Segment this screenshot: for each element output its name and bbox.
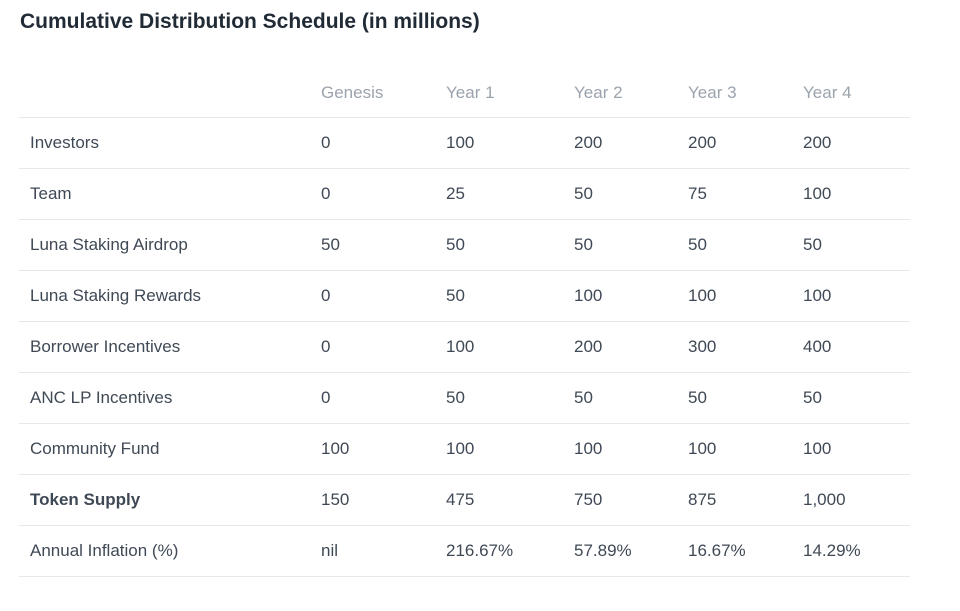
header-cell-empty — [19, 68, 321, 118]
table-cell: 100 — [688, 423, 803, 475]
table-cell: 100 — [803, 270, 910, 322]
table-cell: 875 — [688, 474, 803, 526]
table-cell: 50 — [574, 219, 688, 271]
table-row-community-fund: Community Fund 100 100 100 100 100 — [19, 423, 910, 475]
table-cell: 200 — [688, 117, 803, 169]
table-cell: 0 — [321, 168, 446, 220]
row-label: Luna Staking Rewards — [19, 270, 321, 322]
header-cell-year1: Year 1 — [446, 68, 574, 118]
table-cell: 216.67% — [446, 525, 574, 577]
table-row-luna-staking-rewards: Luna Staking Rewards 0 50 100 100 100 — [19, 270, 910, 322]
row-label: Team — [19, 168, 321, 220]
table-cell: 50 — [446, 372, 574, 424]
table-row-team: Team 0 25 50 75 100 — [19, 168, 910, 220]
header-cell-year4: Year 4 — [803, 68, 910, 118]
table-row-token-supply: Token Supply 150 475 750 875 1,000 — [19, 474, 910, 526]
table-cell: 300 — [688, 321, 803, 373]
table-cell: 50 — [574, 168, 688, 220]
table-cell: 100 — [688, 270, 803, 322]
row-label: Annual Inflation (%) — [19, 525, 321, 577]
table-cell: 150 — [321, 474, 446, 526]
table-cell: 1,000 — [803, 474, 910, 526]
page-title: Cumulative Distribution Schedule (in mil… — [20, 10, 480, 33]
table-row-anc-lp-incentives: ANC LP Incentives 0 50 50 50 50 — [19, 372, 910, 424]
table-cell: 57.89% — [574, 525, 688, 577]
distribution-table: Genesis Year 1 Year 2 Year 3 Year 4 Inve… — [19, 68, 910, 577]
table-cell: 100 — [446, 321, 574, 373]
table-cell: 100 — [446, 423, 574, 475]
table-cell: 50 — [803, 372, 910, 424]
row-label: Borrower Incentives — [19, 321, 321, 373]
row-label: Token Supply — [19, 474, 321, 526]
table-body: Investors 0 100 200 200 200 Team 0 25 50… — [19, 117, 910, 577]
table-cell: 75 — [688, 168, 803, 220]
table-cell: 200 — [574, 321, 688, 373]
table-cell: 0 — [321, 270, 446, 322]
table-row-luna-staking-airdrop: Luna Staking Airdrop 50 50 50 50 50 — [19, 219, 910, 271]
table-cell: 50 — [446, 270, 574, 322]
table-cell: 25 — [446, 168, 574, 220]
table-cell: 50 — [688, 219, 803, 271]
table-cell: 750 — [574, 474, 688, 526]
table-cell: 200 — [574, 117, 688, 169]
row-label: Community Fund — [19, 423, 321, 475]
table-cell: 16.67% — [688, 525, 803, 577]
row-label: Luna Staking Airdrop — [19, 219, 321, 271]
table-row-investors: Investors 0 100 200 200 200 — [19, 117, 910, 169]
table-cell: 100 — [803, 423, 910, 475]
table-cell: 50 — [574, 372, 688, 424]
table-row-borrower-incentives: Borrower Incentives 0 100 200 300 400 — [19, 321, 910, 373]
table-cell: 0 — [321, 372, 446, 424]
table-cell: 100 — [803, 168, 910, 220]
table-cell: 400 — [803, 321, 910, 373]
table-cell: 475 — [446, 474, 574, 526]
header-cell-year3: Year 3 — [688, 68, 803, 118]
table-cell: 50 — [321, 219, 446, 271]
table-cell: 14.29% — [803, 525, 910, 577]
table-cell: 0 — [321, 321, 446, 373]
table-cell: 0 — [321, 117, 446, 169]
table-cell: nil — [321, 525, 446, 577]
table-cell: 200 — [803, 117, 910, 169]
header-cell-year2: Year 2 — [574, 68, 688, 118]
table-cell: 100 — [321, 423, 446, 475]
table-cell: 100 — [446, 117, 574, 169]
table-row-annual-inflation: Annual Inflation (%) nil 216.67% 57.89% … — [19, 525, 910, 577]
table-cell: 100 — [574, 270, 688, 322]
table-cell: 100 — [574, 423, 688, 475]
table-cell: 50 — [688, 372, 803, 424]
header-row: Genesis Year 1 Year 2 Year 3 Year 4 — [19, 68, 910, 118]
header-cell-genesis: Genesis — [321, 68, 446, 118]
table-header: Genesis Year 1 Year 2 Year 3 Year 4 — [19, 68, 910, 118]
row-label: ANC LP Incentives — [19, 372, 321, 424]
row-label: Investors — [19, 117, 321, 169]
table-cell: 50 — [446, 219, 574, 271]
table-cell: 50 — [803, 219, 910, 271]
